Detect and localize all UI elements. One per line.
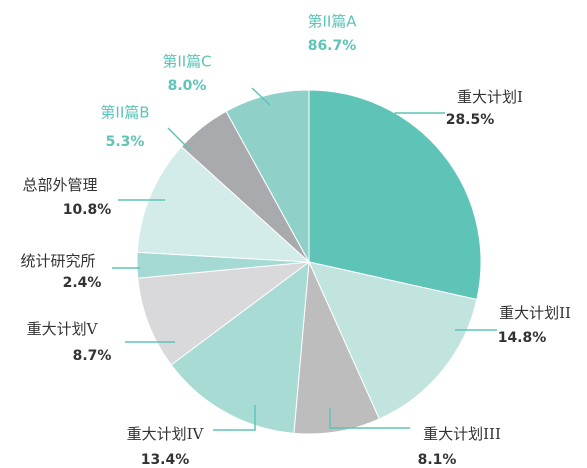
group-label: 第II篇A (307, 13, 357, 31)
leader-line (251, 87, 271, 106)
leader-line (329, 408, 410, 429)
slice-value: 8.0% (168, 78, 207, 94)
leader-line (213, 405, 256, 431)
pie-slice (137, 261, 311, 366)
pie-slice (225, 89, 310, 263)
group-value: 86.7% (308, 38, 357, 54)
slice-value: 8.1% (418, 452, 457, 468)
slice-label: 重大计划III (423, 425, 501, 443)
slice-label: 重大计划V (27, 320, 99, 338)
leader-line (394, 112, 445, 130)
slice-value: 5.3% (106, 134, 145, 150)
pie-slice (170, 260, 310, 434)
pie-slice (308, 261, 478, 420)
slice-label: 第II篇C (162, 53, 211, 71)
slice-value: 10.8% (63, 202, 112, 218)
slice-label: 重大计划II (499, 304, 571, 322)
slice-value: 13.4% (141, 452, 190, 468)
slice-value: 2.4% (63, 275, 102, 291)
pie-slice (293, 260, 380, 435)
slice-label: 第II篇B (100, 104, 149, 122)
pie-slice (136, 145, 311, 263)
slice-label: 总部外管理 (22, 176, 97, 194)
pie-slice (308, 89, 482, 301)
leader-line (167, 127, 191, 151)
slice-label: 重大计划IV (127, 425, 205, 443)
slice-value: 28.5% (446, 112, 495, 128)
slice-value: 8.7% (73, 348, 112, 364)
slice-label: 重大计划I (457, 88, 523, 106)
slice-label: 统计研究所 (20, 252, 95, 270)
slice-value: 14.8% (498, 330, 547, 346)
